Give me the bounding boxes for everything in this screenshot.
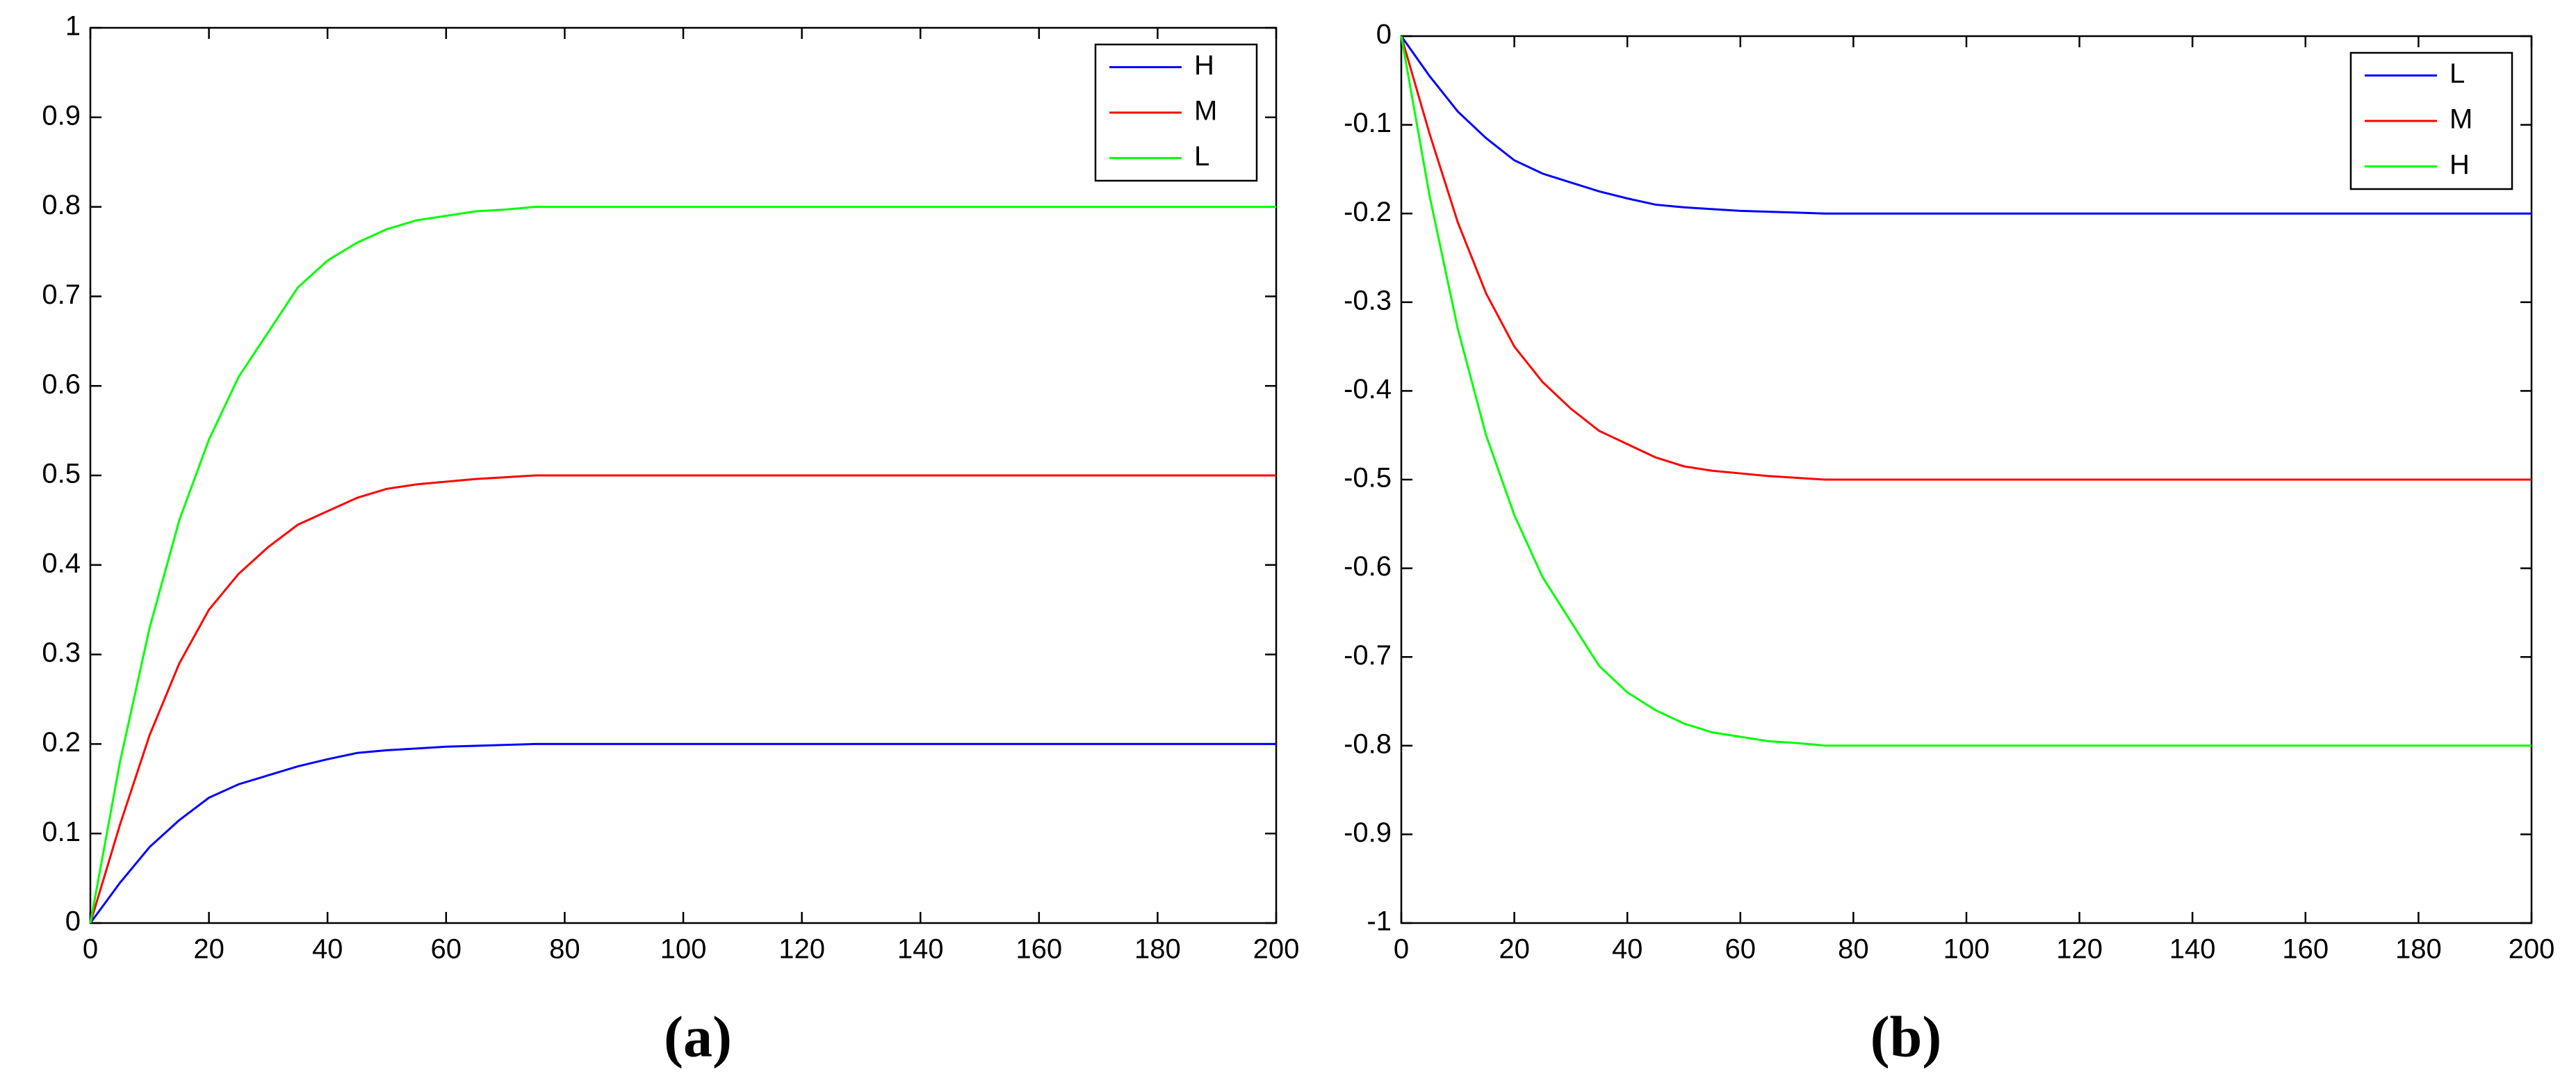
x-tick-label: 0: [1394, 934, 1409, 965]
x-tick-label: 60: [431, 934, 462, 965]
legend: HML: [1094, 43, 1258, 182]
x-tick-label: 20: [193, 934, 225, 965]
series-line: [89, 206, 1276, 924]
legend-label: L: [1194, 141, 1209, 172]
y-tick-label: 0.7: [42, 279, 81, 310]
chart-panel: 0 20 40 60 80 100 120 140 160 180 200 -1 -0.9 -0.8 -0.…: [1344, 19, 2554, 1070]
x-tick-label: 40: [312, 934, 343, 965]
x-tick-label: 100: [1943, 934, 1990, 965]
y-tick-label: -0.7: [1344, 640, 1392, 671]
y-tick-label: -0.3: [1344, 285, 1392, 316]
y-tick-label: -0.4: [1344, 374, 1392, 405]
legend-label: H: [1194, 50, 1214, 81]
series-line: [1400, 35, 2532, 747]
series-line: [1400, 35, 2532, 481]
y-tick-label: 0.4: [42, 548, 81, 578]
x-tick-label: 40: [1612, 934, 1643, 965]
panel-label: (b): [1870, 1004, 1942, 1069]
panel-label: (a): [664, 1004, 732, 1069]
y-tick-label: 0.8: [42, 190, 81, 220]
x-tick-label: 0: [83, 934, 98, 965]
y-tick-label: -1: [1367, 906, 1392, 937]
x-tick-label: 20: [1499, 934, 1530, 965]
y-tick-label: 0: [1376, 19, 1392, 50]
x-tick-label: 120: [2056, 934, 2103, 965]
legend: LMH: [2349, 51, 2513, 190]
y-tick-label: 0: [65, 906, 81, 937]
y-tick-label: 0.6: [42, 369, 81, 400]
y-tick-label: 0.3: [42, 637, 81, 668]
x-tick-label: 60: [1725, 934, 1756, 965]
x-tick-label: 140: [897, 934, 944, 965]
x-tick-label: 160: [2282, 934, 2329, 965]
chart-panel: 0 20 40 60 80 100 120 140 160 180 200 0 0.1 0.2 0.3 0.4…: [42, 11, 1299, 1070]
y-tick-label: 0.2: [42, 727, 81, 758]
x-tick-label: 80: [1838, 934, 1869, 965]
y-tick-label: -0.5: [1344, 463, 1392, 493]
x-tick-label: 180: [1134, 934, 1181, 965]
x-tick-label: 200: [2509, 934, 2555, 965]
series-line: [89, 474, 1276, 924]
y-tick-label: -0.2: [1344, 197, 1392, 227]
legend-label: M: [2449, 104, 2472, 135]
x-tick-label: 80: [549, 934, 580, 965]
y-tick-label: 0.9: [42, 100, 81, 131]
x-tick-label: 100: [660, 934, 707, 965]
series-line: [1400, 35, 2532, 215]
x-tick-label: 120: [778, 934, 825, 965]
y-tick-label: 1: [65, 11, 81, 42]
y-tick-label: -0.8: [1344, 728, 1392, 759]
y-tick-label: -0.6: [1344, 551, 1392, 582]
x-tick-label: 200: [1253, 934, 1300, 965]
y-tick-label: -0.9: [1344, 817, 1392, 848]
legend-label: M: [1194, 96, 1217, 127]
legend-label: H: [2449, 149, 2470, 180]
legend-label: L: [2449, 58, 2465, 89]
x-tick-label: 180: [2395, 934, 2442, 965]
y-tick-label: -0.1: [1344, 108, 1392, 138]
series-line: [89, 742, 1276, 924]
y-tick-label: 0.1: [42, 817, 81, 847]
x-tick-label: 160: [1016, 934, 1062, 965]
y-tick-label: 0.5: [42, 459, 81, 489]
x-tick-label: 140: [2169, 934, 2216, 965]
